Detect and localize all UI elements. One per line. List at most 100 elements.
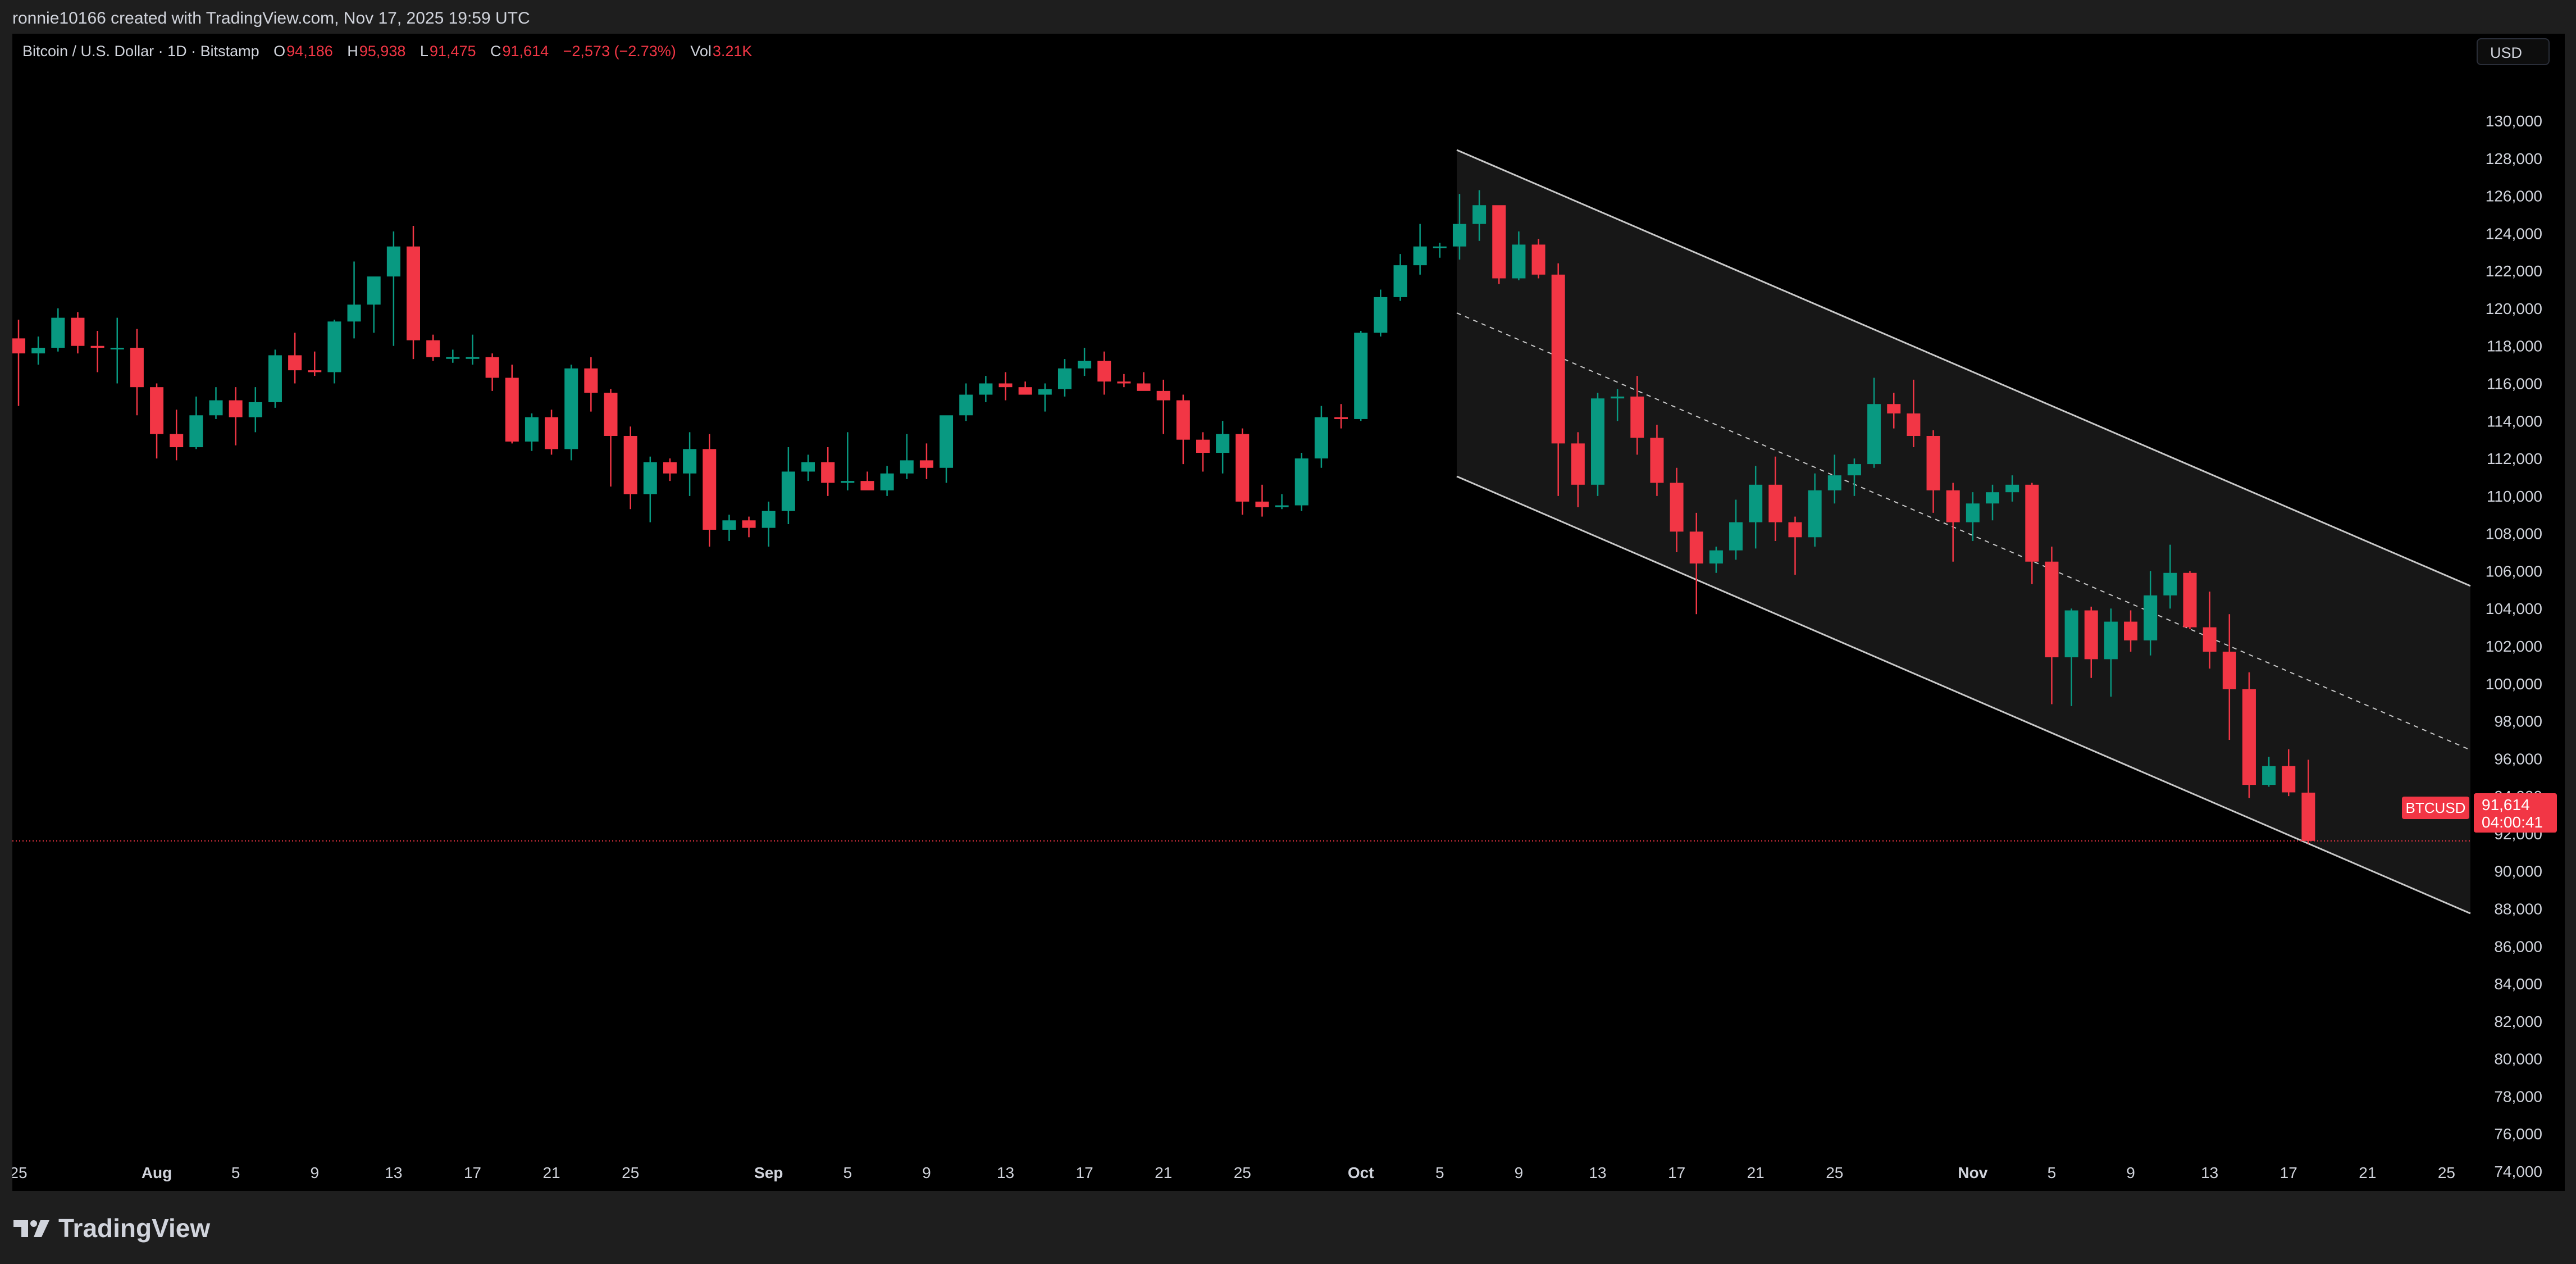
tradingview-logo[interactable]: TradingView: [12, 1213, 210, 1243]
candle-body[interactable]: [762, 511, 776, 528]
candle-body[interactable]: [1867, 404, 1881, 465]
candle-body[interactable]: [999, 383, 1013, 388]
channel-upper-line[interactable]: [1456, 149, 2471, 587]
candle-body[interactable]: [2144, 595, 2158, 640]
candle-body[interactable]: [781, 471, 795, 511]
candle-body[interactable]: [2124, 621, 2138, 640]
candle-body[interactable]: [525, 417, 539, 442]
candle-body[interactable]: [1433, 246, 1447, 248]
candle-body[interactable]: [919, 460, 933, 468]
candle-body[interactable]: [347, 304, 361, 322]
candle-body[interactable]: [1294, 458, 1308, 506]
candle-body[interactable]: [1117, 381, 1131, 384]
candle-body[interactable]: [643, 462, 657, 494]
candle-body[interactable]: [1492, 205, 1506, 279]
candle-body[interactable]: [979, 383, 993, 395]
candle-body[interactable]: [327, 321, 341, 372]
candle-body[interactable]: [1551, 274, 1565, 444]
candle-body[interactable]: [209, 400, 223, 416]
candle-body[interactable]: [623, 436, 637, 494]
candle-body[interactable]: [1314, 417, 1328, 459]
candle-body[interactable]: [1156, 390, 1170, 401]
candle-body[interactable]: [1630, 396, 1644, 438]
candle-body[interactable]: [1275, 505, 1289, 507]
candle-body[interactable]: [189, 415, 203, 448]
channel-lower-line[interactable]: [1456, 475, 2471, 915]
candle-body[interactable]: [110, 348, 124, 350]
candle-body[interactable]: [426, 340, 440, 357]
candle-body[interactable]: [170, 434, 184, 448]
candle-body[interactable]: [1670, 483, 1684, 532]
time-axis[interactable]: 25 Aug 5 9 13 17 21 25 Sep 5 9 13 17 21 25 Oct 5 9 13 17 21 2…: [12, 1164, 2455, 1181]
candle-body[interactable]: [1788, 522, 1802, 538]
candle-body[interactable]: [1847, 464, 1861, 476]
candle-body[interactable]: [130, 348, 144, 388]
candle-body[interactable]: [959, 394, 973, 416]
candle-body[interactable]: [1255, 501, 1269, 507]
candle-body[interactable]: [1768, 484, 1782, 522]
candle-body[interactable]: [2301, 792, 2315, 841]
candle-body[interactable]: [1196, 439, 1210, 453]
candle-body[interactable]: [1986, 492, 1999, 504]
candle-body[interactable]: [2222, 652, 2236, 689]
candle-body[interactable]: [386, 246, 400, 277]
candle-body[interactable]: [2064, 610, 2078, 658]
currency-selector[interactable]: USD: [2477, 38, 2550, 65]
candle-body[interactable]: [1591, 398, 1604, 485]
candle-body[interactable]: [2163, 572, 2177, 595]
candle-body[interactable]: [1038, 389, 1052, 395]
candle-body[interactable]: [821, 462, 835, 483]
candle-body[interactable]: [248, 402, 262, 417]
candle-body[interactable]: [1334, 417, 1348, 419]
candle-body[interactable]: [150, 387, 164, 434]
candle-body[interactable]: [1374, 297, 1388, 333]
candle-body[interactable]: [12, 338, 25, 354]
candle-body[interactable]: [2005, 484, 2019, 493]
candle-body[interactable]: [2084, 610, 2098, 660]
candlestick-chart[interactable]: 74,000 76,000 78,000 80,000 82,000 84,000 86,0…: [12, 34, 2565, 1191]
candle-body[interactable]: [703, 449, 717, 530]
candle-body[interactable]: [1531, 244, 1545, 275]
candle-body[interactable]: [1926, 436, 1940, 490]
candle-body[interactable]: [604, 393, 618, 436]
candle-body[interactable]: [545, 417, 559, 449]
candle-body[interactable]: [268, 355, 282, 402]
candle-body[interactable]: [841, 481, 855, 483]
candle-body[interactable]: [1413, 246, 1427, 266]
candle-body[interactable]: [90, 345, 104, 348]
candle-body[interactable]: [2262, 766, 2276, 785]
candle-body[interactable]: [1078, 361, 1092, 369]
candle-body[interactable]: [663, 462, 677, 474]
candle-body[interactable]: [860, 481, 874, 490]
candle-body[interactable]: [801, 462, 815, 472]
candle-body[interactable]: [1907, 413, 1921, 436]
candle-body[interactable]: [466, 357, 480, 359]
candle-body[interactable]: [900, 460, 914, 474]
chart-panel[interactable]: 74,000 76,000 78,000 80,000 82,000 84,000 86,0…: [12, 34, 2565, 1191]
candle-body[interactable]: [1216, 434, 1230, 453]
candle-body[interactable]: [1827, 475, 1841, 490]
candle-body[interactable]: [1393, 265, 1407, 297]
candle-body[interactable]: [683, 449, 697, 474]
candle-body[interactable]: [2045, 561, 2059, 658]
candle-body[interactable]: [1176, 400, 1190, 440]
candle-body[interactable]: [1057, 368, 1072, 389]
candle-body[interactable]: [2104, 621, 2118, 660]
candle-body[interactable]: [1946, 490, 1960, 522]
candle-body[interactable]: [564, 368, 578, 449]
candle-body[interactable]: [71, 317, 85, 346]
candle-body[interactable]: [2025, 484, 2039, 562]
candle-body[interactable]: [1808, 490, 1822, 538]
candle-body[interactable]: [940, 415, 954, 468]
candle-body[interactable]: [1472, 205, 1487, 224]
candle-body[interactable]: [1887, 404, 1901, 413]
candle-body[interactable]: [880, 473, 894, 490]
candle-body[interactable]: [2242, 689, 2256, 785]
candle-body[interactable]: [1650, 438, 1664, 483]
candle-body[interactable]: [722, 520, 736, 530]
candle-body[interactable]: [1512, 244, 1526, 279]
candle-body[interactable]: [31, 348, 45, 354]
candle-body[interactable]: [229, 400, 243, 417]
candle-body[interactable]: [1018, 387, 1032, 395]
candle-body[interactable]: [1611, 396, 1625, 399]
